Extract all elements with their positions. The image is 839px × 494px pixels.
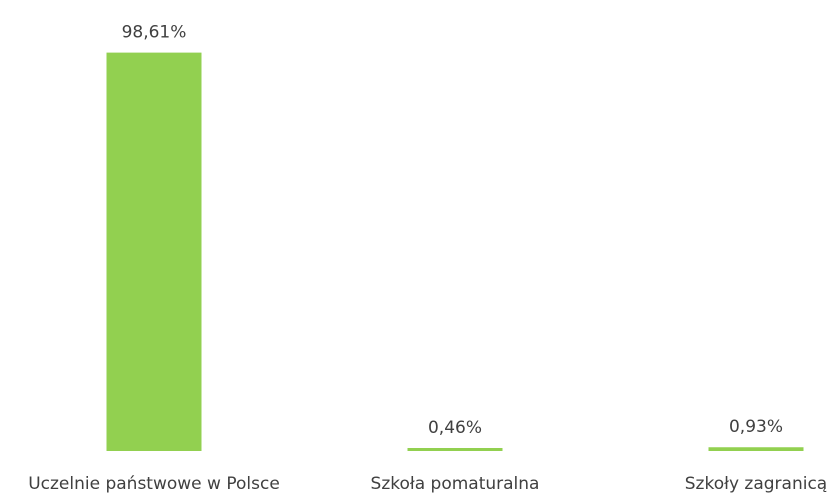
data-label-2: 0,46% xyxy=(428,418,482,438)
data-labels-group: 98,61% 0,46% 0,93% xyxy=(122,23,783,438)
category-label-3: Szkoły zagranicą xyxy=(685,474,827,494)
category-labels-group: Uczelnie państwowe w Polsce Szkoła pomatu… xyxy=(28,474,827,494)
bar-2 xyxy=(407,448,503,451)
category-label-2: Szkoła pomaturalna xyxy=(371,474,540,494)
bar-1 xyxy=(106,52,202,451)
category-label-1: Uczelnie państwowe w Polsce xyxy=(28,474,280,494)
data-label-3: 0,93% xyxy=(729,417,783,437)
bars-group xyxy=(106,52,804,451)
data-label-1: 98,61% xyxy=(122,23,187,43)
bar-3 xyxy=(708,447,804,451)
